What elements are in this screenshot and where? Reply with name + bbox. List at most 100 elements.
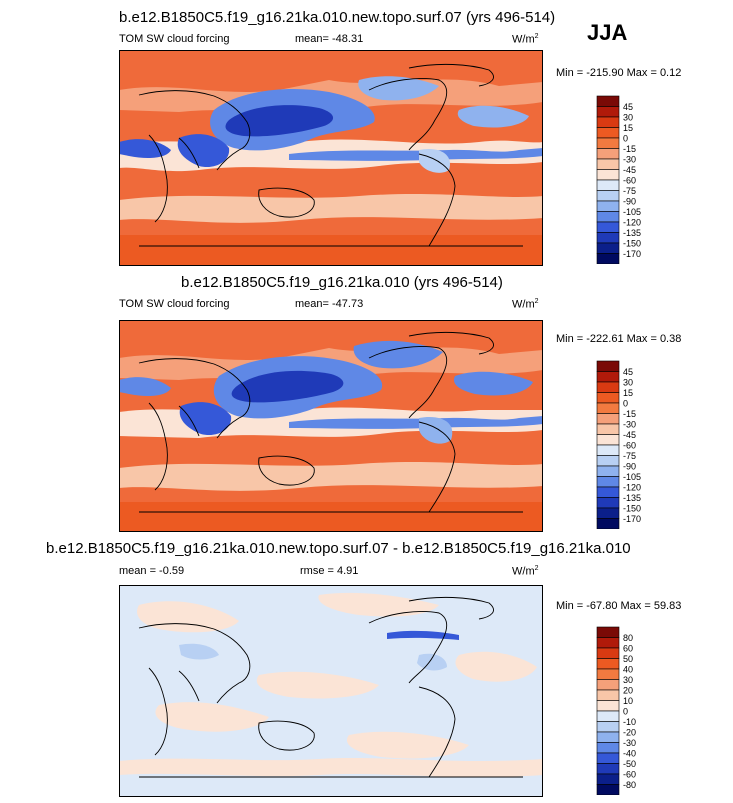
panel2-minmax: Min = -222.61 Max = 0.38 — [556, 333, 682, 345]
panel1-colorbar-label-11: -120 — [623, 218, 641, 228]
panel3-colorbar-swatch-4 — [596, 668, 620, 680]
panel3-colorbar-swatch-3 — [596, 658, 620, 670]
panel3-colorbar-swatch-13 — [596, 763, 620, 775]
panel3-negative-patch-2 — [417, 653, 447, 671]
panel3-positive-patch-5 — [155, 702, 269, 732]
panel2-mean-label: mean= -47.73 — [295, 298, 364, 310]
panel2-colorbar-swatch-8 — [596, 444, 620, 456]
panel3-colorbar-label-6: 10 — [623, 696, 633, 706]
panel1-colorbar-swatch-3 — [596, 127, 620, 139]
panel2-map — [119, 320, 543, 532]
panel2-ne-pacific-blue — [353, 340, 443, 369]
panel1-coastlines — [138, 63, 523, 247]
panel3-colorbar-label-5: 20 — [623, 686, 633, 696]
panel3-minmax: Min = -67.80 Max = 59.83 — [556, 600, 682, 612]
panel3-colorbar-label-14: -80 — [623, 780, 636, 790]
panel2-colorbar: 4530150-15-30-45-60-75-90-105-120-135-15… — [596, 360, 641, 529]
panel3-positive-patch-3 — [455, 651, 537, 682]
panel3-mean-label: mean = -0.59 — [119, 565, 185, 577]
panel3-colorbar-label-0: 80 — [623, 633, 633, 643]
panel1-colorbar-swatch-14 — [596, 242, 620, 254]
panel2-colorbar-swatch-2 — [596, 381, 620, 393]
panel2-colorbar-swatch-7 — [596, 434, 620, 446]
panel1-colorbar-swatch-6 — [596, 158, 620, 170]
panel2-colorbar-swatch-12 — [596, 486, 620, 498]
panel1-colorbar-label-0: 45 — [623, 102, 633, 112]
panel1-colorbar-swatch-1 — [596, 106, 620, 118]
panel3-colorbar-label-1: 60 — [623, 644, 633, 654]
panel1-colorbar-swatch-12 — [596, 221, 620, 233]
panel1-colorbar-swatch-0 — [596, 95, 620, 107]
panel2-colorbar-swatch-1 — [596, 371, 620, 383]
panel1-colorbar-label-7: -60 — [623, 176, 636, 186]
panel2-pacific-core — [231, 370, 344, 403]
panel2-s-america-blue — [419, 416, 453, 444]
panel3-coastlines — [138, 596, 523, 778]
panel3-colorbar-label-8: -10 — [623, 717, 636, 727]
panel1-atlantic-blue — [457, 105, 529, 128]
panel2-colorbar-swatch-6 — [596, 423, 620, 435]
panel1-units: W/m2 — [512, 33, 539, 46]
panel1-colorbar-swatch-9 — [596, 190, 620, 202]
panel2-colorbar-label-9: -90 — [623, 462, 636, 472]
panel2-colorbar-swatch-4 — [596, 402, 620, 414]
panel1-colorbar-swatch-2 — [596, 116, 620, 128]
panel1-colorbar-label-6: -45 — [623, 165, 636, 175]
panel3-colorbar-swatch-8 — [596, 710, 620, 722]
panel2-india-blue — [179, 402, 232, 436]
panel2-colorbar-swatch-5 — [596, 413, 620, 425]
panel2-africa-blue — [119, 377, 171, 396]
panel1-southern-ocean — [119, 235, 543, 266]
panel2-itcz — [289, 416, 543, 429]
panel2-title: b.e12.B1850C5.f19_g16.21ka.010 (yrs 496-… — [181, 274, 503, 291]
panel2-colorbar-label-2: 15 — [623, 388, 633, 398]
panel3-colorbar-swatch-14 — [596, 773, 620, 785]
panel3-positive-patch-2 — [318, 592, 439, 617]
panel3-colorbar-swatch-6 — [596, 689, 620, 701]
panel1-s-america-blue — [419, 148, 450, 173]
panel1-colorbar-label-3: 0 — [623, 134, 628, 144]
panel1-variable-label: TOM SW cloud forcing — [119, 33, 230, 45]
panel3-colorbar-label-2: 50 — [623, 654, 633, 664]
panel2-coastlines — [138, 331, 523, 513]
panel1-colorbar-label-8: -75 — [623, 186, 636, 196]
panel1-title: b.e12.B1850C5.f19_g16.21ka.010.new.topo.… — [119, 9, 556, 26]
panel1-colorbar-swatch-4 — [596, 137, 620, 149]
panel1-colorbar-label-9: -90 — [623, 197, 636, 207]
panel3-positive-patch-6 — [346, 731, 469, 759]
panel2-colorbar-label-1: 30 — [623, 378, 633, 388]
panel2-map-border — [119, 320, 543, 532]
panel2-colorbar-label-8: -75 — [623, 451, 636, 461]
panel2-colorbar-label-3: 0 — [623, 399, 628, 409]
panel3-colorbar-swatch-1 — [596, 637, 620, 649]
panel2-atlantic-blue — [453, 371, 533, 396]
panel1-colorbar-label-2: 15 — [623, 123, 633, 133]
panel3-colorbar-label-9: -20 — [623, 728, 636, 738]
panel1-colorbar-label-1: 30 — [623, 113, 633, 123]
panel2-colorbar-label-11: -120 — [623, 483, 641, 493]
panel1-colorbar-label-5: -30 — [623, 155, 636, 165]
panel3-colorbar-swatch-10 — [596, 731, 620, 743]
season-label: JJA — [587, 20, 628, 45]
panel1-colorbar-swatch-8 — [596, 179, 620, 191]
panel1-colorbar-swatch-7 — [596, 169, 620, 181]
panel3-colorbar-label-3: 40 — [623, 665, 633, 675]
panel1-colorbar-label-12: -135 — [623, 228, 641, 238]
panel3-colorbar-swatch-7 — [596, 700, 620, 712]
panel1-colorbar-swatch-11 — [596, 211, 620, 223]
panel1-mean-label: mean= -48.31 — [295, 33, 364, 45]
panel2-variable-label: TOM SW cloud forcing — [119, 298, 230, 310]
panel3-negative-streak — [387, 630, 459, 640]
panel3-map-border — [119, 585, 543, 797]
panel2-colorbar-swatch-13 — [596, 497, 620, 509]
panel1-map — [119, 50, 543, 266]
panel2-sh-pale-band — [119, 462, 543, 491]
panel3-negative-patch — [179, 643, 219, 660]
panel1-minmax: Min = -215.90 Max = 0.12 — [556, 67, 682, 79]
panel1-ne-pacific-blue — [358, 76, 439, 101]
panel3-colorbar-label-10: -30 — [623, 738, 636, 748]
panel1-colorbar-label-4: -15 — [623, 144, 636, 154]
panel2-colorbar-label-10: -105 — [623, 472, 641, 482]
panel1-india-blue — [177, 134, 230, 168]
